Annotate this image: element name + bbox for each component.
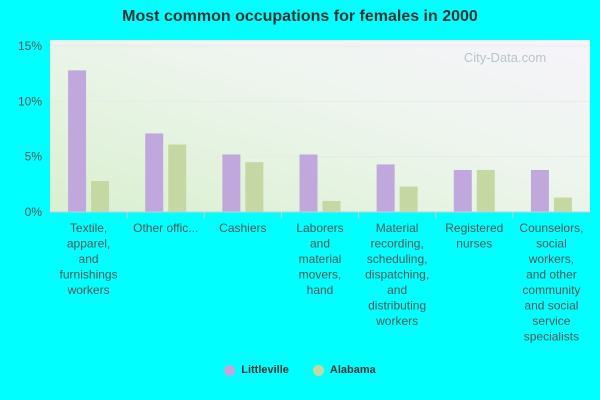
x-tick-label: Counselors, social workers, and other commun… [519,221,583,344]
y-axis-ticks: 0% 5% 10% 15% [18,39,42,219]
legend-swatch [312,364,324,376]
bar-alabama-6 [553,197,572,212]
plot-area [50,40,590,212]
bar-littleville-3 [299,154,318,212]
bar-littleville-6 [530,169,549,212]
bar-alabama-1 [168,144,187,212]
chart-title: Most common occupations for females in 2… [122,8,478,25]
bar-littleville-1 [145,133,164,212]
x-tick-label: Laborers and material movers, hand [296,221,343,297]
bar-littleville-4 [376,164,395,212]
bar-alabama-4 [399,186,418,212]
bar-alabama-2 [245,162,264,212]
y-tick-label: 0% [25,205,43,219]
bars [50,70,590,218]
watermark: City-Data.com [464,50,546,65]
x-axis-labels: Textile, apparel, and furnishings workers Oth… [60,221,584,344]
legend-item-alabama: Alabama [312,364,376,376]
x-tick-label: Registered nurses [445,221,503,251]
bar-littleville-0 [68,70,87,212]
bar-littleville-5 [453,169,472,212]
legend: Littleville Alabama [0,364,600,376]
y-tick-label: 5% [25,150,43,164]
bar-alabama-0 [91,181,110,212]
bar-alabama-3 [322,200,341,212]
gridlines [50,45,590,158]
y-tick-label: 10% [18,94,42,108]
x-tick-label: Material recording, scheduling, dispatching… [365,221,429,328]
x-tick-label: Textile, apparel, and furnishings workers [60,221,118,297]
x-tick-label: Cashiers [219,221,266,235]
bar-littleville-2 [222,154,241,212]
bar-alabama-5 [476,169,495,212]
y-tick-label: 15% [18,39,42,53]
legend-label: Littleville [241,364,289,376]
legend-item-littleville: Littleville [224,364,289,376]
watermark-text: City-Data.com [464,50,546,65]
legend-label: Alabama [329,364,376,376]
x-tick-label: Other offic... [133,221,198,235]
legend-swatch [224,364,236,376]
